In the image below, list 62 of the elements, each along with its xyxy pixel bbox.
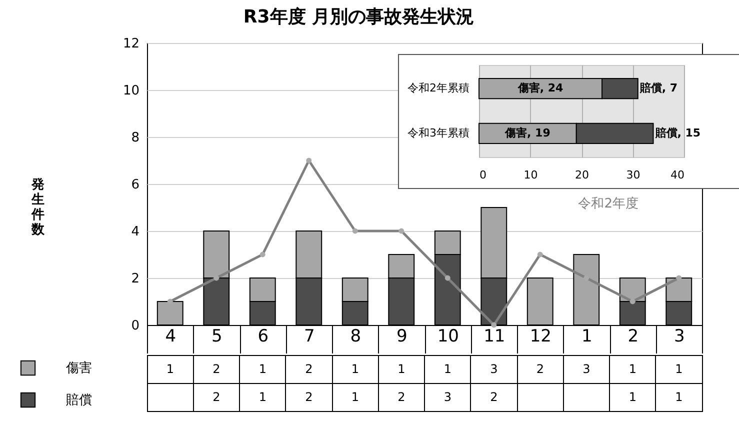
point bbox=[444, 275, 450, 281]
data-label: 3 bbox=[444, 390, 452, 404]
x-tick-label: 30 bbox=[626, 168, 640, 182]
data-label: 1 bbox=[628, 362, 636, 376]
data-label: 1 bbox=[675, 362, 683, 376]
point bbox=[352, 228, 358, 234]
data-label: 1 bbox=[628, 390, 636, 404]
data-label: 2 bbox=[212, 390, 220, 404]
data-label: 1 bbox=[166, 362, 174, 376]
x-tick-label: 7 bbox=[304, 326, 315, 346]
y-tick-label: 12 bbox=[122, 36, 140, 52]
text: 令和2年度 bbox=[578, 196, 639, 212]
point bbox=[306, 158, 312, 164]
legend-label: 賠償 bbox=[66, 393, 92, 408]
data-label: 2 bbox=[305, 362, 313, 376]
x-tick-label: 10 bbox=[524, 168, 538, 182]
data-label: 1 bbox=[444, 362, 452, 376]
data-label: 傷害, 19 bbox=[504, 126, 550, 140]
data-label: 2 bbox=[212, 362, 220, 376]
data-label: 3 bbox=[490, 362, 498, 376]
x-tick-label: 4 bbox=[165, 326, 176, 346]
y-tick-label: 4 bbox=[131, 224, 140, 240]
data-label: 賠償, 15 bbox=[654, 126, 701, 140]
y-axis-title: 発生件数 bbox=[30, 178, 46, 238]
y-tick-label: 2 bbox=[131, 272, 140, 286]
data-label: 1 bbox=[675, 390, 683, 404]
data-label: 1 bbox=[258, 390, 266, 404]
point bbox=[260, 252, 266, 258]
chart-title: R3年度 月別の事故発生状況 bbox=[243, 6, 474, 28]
x-tick-label: 8 bbox=[350, 326, 362, 346]
x-tick-label: 6 bbox=[258, 326, 269, 346]
data-label: 傷害, 24 bbox=[516, 82, 564, 95]
x-tick-label: 3 bbox=[674, 326, 685, 346]
point bbox=[398, 228, 404, 234]
y-tick-label: 10 bbox=[122, 84, 140, 98]
x-tick-label: 11 bbox=[484, 326, 506, 346]
data-label: 2 bbox=[305, 390, 313, 404]
x-tick-label: 1 bbox=[581, 326, 592, 346]
point bbox=[491, 322, 497, 328]
data-label: 1 bbox=[351, 390, 359, 404]
data-label: 2 bbox=[536, 362, 544, 376]
legend-label: 傷害 bbox=[65, 360, 92, 376]
point bbox=[630, 298, 636, 304]
x-tick-label: 0 bbox=[480, 168, 486, 182]
y-tick-label: 令和2年累積 bbox=[408, 82, 470, 95]
data-label: 賠償, 7 bbox=[638, 82, 678, 95]
x-tick-label: 5 bbox=[211, 326, 222, 346]
x-tick-label: 40 bbox=[670, 168, 684, 182]
data-label: 1 bbox=[258, 362, 266, 376]
y-tick-label: 令和3年累積 bbox=[408, 126, 470, 140]
y-tick-label: 8 bbox=[131, 130, 140, 146]
x-tick-label: 2 bbox=[628, 326, 639, 346]
point bbox=[214, 275, 220, 281]
data-label: 2 bbox=[398, 390, 406, 404]
x-tick-label: 9 bbox=[396, 326, 408, 346]
point bbox=[537, 252, 543, 258]
data-label: 1 bbox=[351, 362, 359, 376]
x-tick-label: 12 bbox=[530, 326, 552, 346]
x-tick-label: 20 bbox=[575, 168, 589, 182]
data-label: 2 bbox=[490, 390, 498, 404]
data-label: 1 bbox=[398, 362, 406, 376]
data-label: 3 bbox=[582, 362, 590, 376]
